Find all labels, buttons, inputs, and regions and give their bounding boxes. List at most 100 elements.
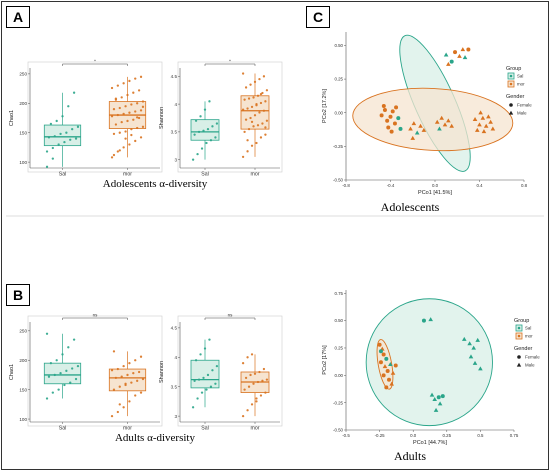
a-chao1-point — [74, 137, 78, 140]
a-shannon-point — [246, 107, 249, 110]
c-adolescents-point — [382, 108, 387, 113]
b-chao1-point — [110, 414, 114, 418]
a-shannon-point — [208, 100, 211, 103]
caption-adolescents-alpha: Adolescents α-diversity — [102, 178, 208, 190]
b-chao1-x-tick-label: Sal — [59, 426, 67, 432]
c-adults-x-tick-label: 0.25 — [443, 433, 452, 438]
a-chao1-point — [55, 119, 58, 123]
a-shannon-point — [262, 109, 266, 112]
a-chao1-signif-bracket — [62, 63, 128, 66]
a-shannon-point — [262, 75, 266, 78]
a-chao1-point — [139, 136, 143, 139]
a-shannon-y-tick-label: 4.5 — [171, 74, 178, 79]
c-adults-legend-label-mor: mor — [525, 334, 533, 339]
a-chao1-point — [128, 79, 131, 83]
c-adolescents-point — [460, 47, 466, 52]
a-chao1-point — [114, 97, 118, 100]
c-adolescents-point — [414, 130, 420, 135]
a-chao1-point — [122, 112, 125, 116]
c-adolescents-point — [490, 126, 496, 131]
c-adolescents-point — [442, 122, 448, 127]
b-chao1-point — [139, 355, 143, 358]
c-adolescents-point — [394, 105, 399, 110]
a-chao1-point — [118, 149, 121, 152]
b-chao1-point — [137, 370, 141, 374]
b-chao1-point — [134, 394, 137, 397]
b-shannon-point — [194, 359, 198, 362]
a-shannon-point — [191, 158, 195, 161]
b-shannon-frame — [177, 315, 283, 427]
a-shannon-point — [244, 118, 248, 121]
c-adolescents-point — [398, 126, 403, 131]
b-shannon-point — [191, 406, 195, 409]
b-shannon-point — [241, 362, 245, 365]
b-shannon-point — [264, 391, 267, 394]
c-adults-point — [385, 368, 390, 373]
b-shannon-point — [247, 385, 251, 388]
a-chao1-point — [118, 131, 121, 134]
c-adults-point — [381, 373, 386, 378]
c-adolescents-point — [379, 113, 384, 118]
a-shannon-point — [250, 105, 254, 109]
a-shannon-point — [265, 89, 269, 92]
b-shannon-point — [261, 379, 264, 382]
b-shannon-y-tick-label: 4.5 — [171, 326, 178, 331]
a-shannon-point — [250, 120, 254, 124]
a-chao1-point — [72, 91, 76, 94]
a-chao1-point — [76, 125, 80, 128]
c-adolescents-point — [390, 109, 395, 114]
a-chao1-point — [112, 132, 116, 136]
c-adults-point — [384, 385, 389, 390]
a-chao1-point — [124, 137, 127, 140]
a-shannon-point — [199, 115, 202, 118]
c-adolescents-x-label: PCo1 [41.5%] — [418, 190, 452, 196]
b-chao1-point — [47, 375, 51, 378]
b-shannon-y-tick-label: 3.5 — [171, 384, 178, 389]
a-chao1-point — [132, 91, 135, 94]
c-adults-point — [389, 381, 394, 386]
c-adolescents-point — [453, 50, 458, 55]
c-adolescents-point — [385, 118, 390, 123]
a-chao1-point — [130, 128, 133, 131]
b-chao1-y-tick-label: 100 — [19, 417, 27, 422]
c-adults-point — [384, 356, 389, 361]
c-adults-point — [393, 363, 398, 368]
c-adolescents-point — [477, 122, 482, 127]
c-adolescents-point — [421, 127, 427, 132]
b-chao1-point — [128, 400, 131, 403]
a-chao1-point — [137, 116, 141, 120]
a-shannon-point — [249, 83, 252, 86]
c-adults-point — [472, 360, 478, 365]
b-shannon-point — [258, 370, 261, 374]
b-chao1-point — [134, 359, 137, 362]
c-adults-point — [461, 336, 467, 341]
panel-a-label: A — [6, 6, 30, 28]
a-shannon-point — [246, 150, 249, 153]
a-chao1-frame — [27, 61, 163, 173]
a-chao1-y-tick-label: 250 — [19, 72, 27, 77]
b-chao1-point — [63, 383, 66, 387]
b-chao1-point — [51, 391, 54, 394]
b-shannon-point — [252, 382, 255, 385]
b-shannon-point — [249, 373, 252, 377]
a-chao1-signif-label: * — [94, 59, 96, 64]
a-chao1-point — [137, 89, 141, 92]
c-adolescents-point — [474, 127, 480, 132]
b-shannon-point — [205, 388, 208, 391]
c-adolescents-point — [446, 118, 451, 123]
a-shannon-point — [259, 136, 263, 139]
c-adults-point — [467, 341, 472, 346]
c-adolescents-legend-group-title: Group — [506, 66, 521, 72]
a-chao1-point — [57, 143, 60, 146]
b-shannon-point — [202, 376, 205, 380]
b-shannon-point — [255, 397, 258, 400]
b-chao1-signif-bracket — [62, 317, 128, 320]
c-adults-x-tick-label: 0.75 — [510, 433, 519, 438]
a-shannon-box-Sal — [190, 119, 220, 141]
b-chao1-y-label: Chao1 — [9, 364, 15, 380]
a-chao1-point — [128, 111, 131, 114]
a-chao1-point — [132, 118, 135, 121]
c-adolescents-x-tick-label: 0.4 — [476, 183, 483, 188]
c-adults-x-label: PCo1 [44.7%] — [413, 440, 447, 446]
c-adolescents-point — [381, 104, 386, 108]
